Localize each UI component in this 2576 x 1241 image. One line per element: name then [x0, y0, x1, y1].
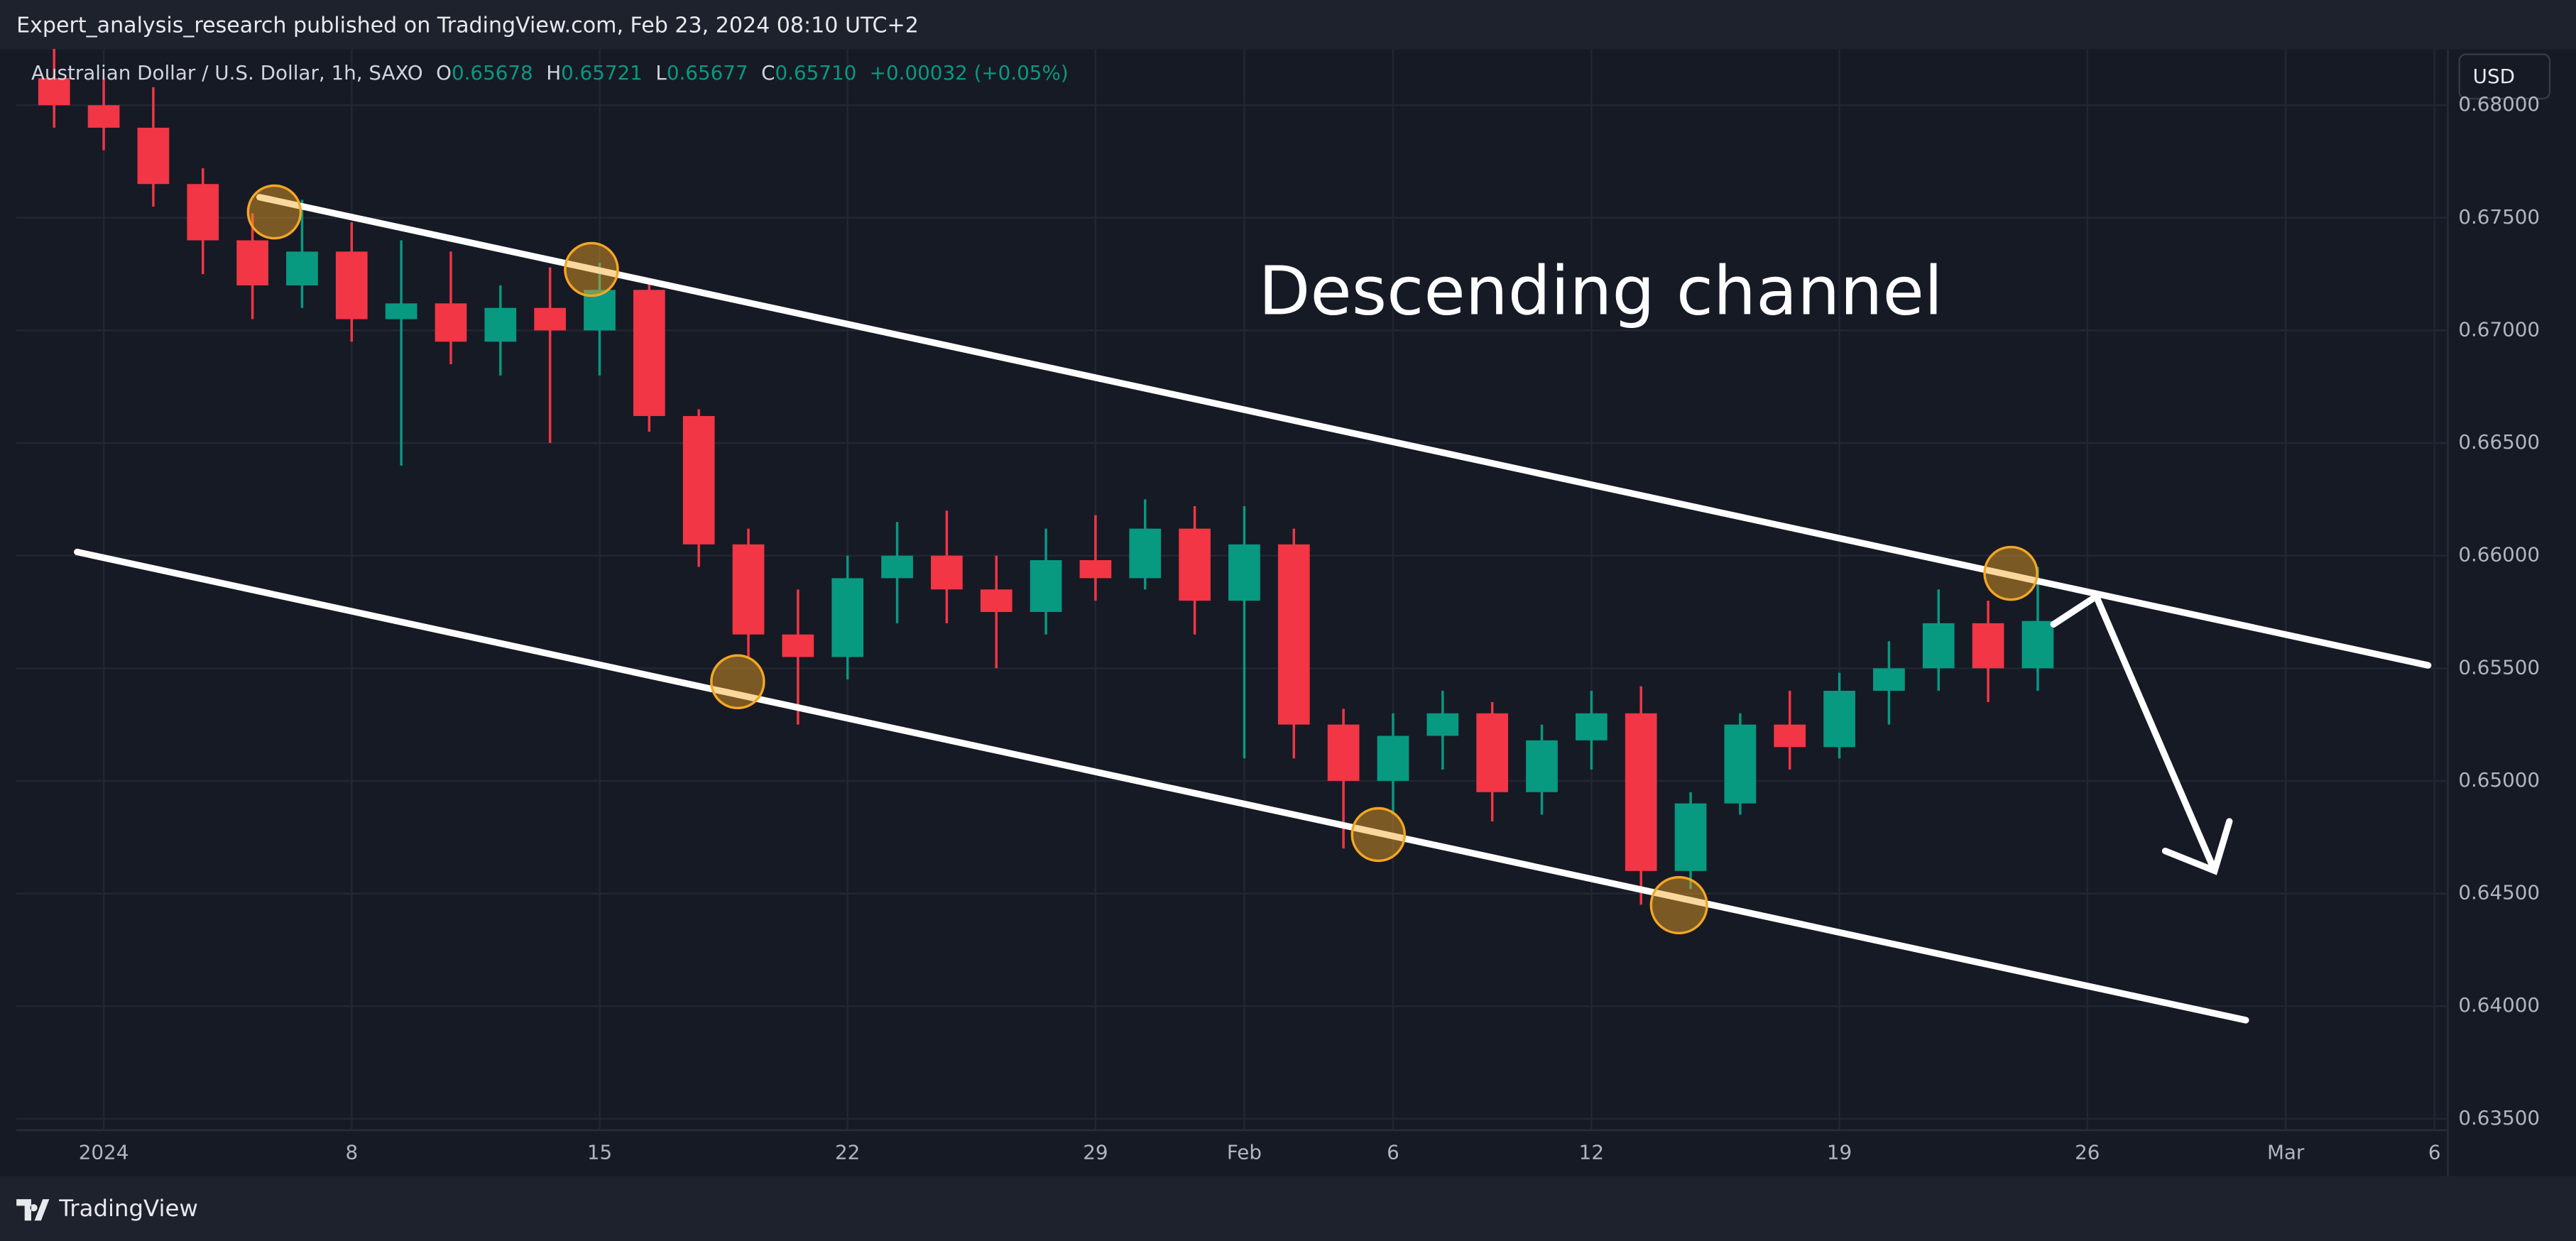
candle-body: [236, 240, 268, 285]
touch-circle: [246, 184, 302, 240]
x-tick-label: 19: [1827, 1140, 1852, 1164]
x-tick-label: 6: [2428, 1140, 2441, 1164]
annotation: Descending channel: [1258, 252, 1943, 330]
arrow-line: [2050, 591, 2218, 875]
l-label: L: [655, 61, 667, 84]
symbol-title: Australian Dollar / U.S. Dollar, 1h, SAX…: [31, 61, 423, 84]
y-tick-label: 0.67000: [2458, 317, 2540, 341]
drawings: [74, 194, 2432, 1024]
candle-body: [435, 303, 467, 342]
grid: [16, 49, 2448, 1130]
x-tick-label: Feb: [1227, 1140, 1262, 1164]
candle-body: [1426, 713, 1459, 736]
candle-body: [1327, 724, 1360, 781]
header-text: Expert_analysis_research published on Tr…: [16, 13, 919, 38]
candle-body: [385, 303, 417, 319]
ohlc-legend: Australian Dollar / U.S. Dollar, 1h, SAX…: [31, 61, 1069, 84]
currency-button[interactable]: USD: [2458, 53, 2551, 100]
candle-body: [881, 555, 913, 579]
candle-body: [1625, 713, 1657, 871]
candle-body: [1476, 713, 1509, 792]
candle-body: [831, 578, 864, 657]
candle-body: [732, 544, 765, 635]
h-label: H: [546, 61, 561, 84]
candle-body: [682, 415, 715, 545]
candle-body: [1377, 736, 1409, 781]
candle-body: [1228, 544, 1260, 601]
header-bar: [0, 0, 2576, 50]
candle-body: [286, 251, 318, 285]
y-tick-label: 0.66000: [2458, 543, 2540, 567]
x-tick-label: 12: [1579, 1140, 1604, 1164]
footer-brand: TradingView: [58, 1195, 198, 1222]
candle-body: [1724, 724, 1757, 804]
y-tick-label: 0.64500: [2458, 881, 2540, 904]
tv-logo: [16, 1199, 50, 1221]
candle-body: [1129, 528, 1162, 579]
touch-circle: [1350, 807, 1407, 863]
h-value: 0.65721: [561, 61, 643, 84]
candle-body: [1030, 560, 1062, 612]
x-tick-label: 2024: [79, 1140, 129, 1164]
x-tick-label: 29: [1083, 1140, 1108, 1164]
candle-body: [484, 307, 517, 342]
x-tick-label: 6: [1387, 1140, 1399, 1164]
y-tick-label: 0.68000: [2458, 92, 2540, 116]
candle-body: [87, 105, 120, 128]
candle-body: [137, 127, 170, 185]
candle-body: [1823, 691, 1855, 748]
currency-button-box[interactable]: [2458, 53, 2551, 100]
footer-bar: [0, 1176, 2576, 1241]
y-tick-label: 0.63500: [2458, 1106, 2540, 1130]
y-tick-label: 0.66500: [2458, 430, 2540, 454]
touch-circle: [1649, 875, 1708, 935]
candle-body: [335, 251, 368, 319]
candles: [38, 48, 2054, 905]
touch-circle: [710, 654, 765, 710]
axes: 0.63500 0.64000 0.64500 0.65000 0.65500 0.660…: [79, 92, 2540, 1164]
y-tick-label: 0.67500: [2458, 205, 2540, 229]
c-label: C: [761, 61, 775, 84]
touch-circles: [246, 184, 2039, 935]
o-value: 0.65678: [452, 61, 533, 84]
candle-body: [1079, 560, 1112, 579]
candle-body: [2021, 620, 2054, 669]
candle-body: [1774, 724, 1806, 748]
upper-channel-line: [256, 194, 2432, 669]
candle-body: [38, 78, 70, 106]
candle-body: [1674, 803, 1707, 871]
candle-body: [1277, 544, 1310, 725]
y-tick-label: 0.65500: [2458, 655, 2540, 679]
x-tick-label: 8: [345, 1140, 358, 1164]
x-tick-label: 26: [2075, 1140, 2100, 1164]
candle-body: [534, 307, 566, 331]
o-label: O: [436, 61, 452, 84]
candle-body: [1179, 528, 1211, 601]
candle-body: [931, 555, 963, 590]
y-tick-label: 0.64000: [2458, 993, 2540, 1017]
y-tick-label: 0.65000: [2458, 768, 2540, 792]
candle-body: [1922, 623, 1955, 669]
candle-body: [782, 634, 814, 657]
candle-body: [187, 184, 219, 241]
l-value: 0.65677: [667, 61, 748, 84]
touch-circle: [564, 241, 619, 297]
touch-circle: [1983, 545, 2039, 601]
candle-body: [1575, 713, 1608, 740]
c-value: 0.65710: [775, 61, 857, 84]
lower-channel-line: [74, 548, 2249, 1024]
x-tick-label: Mar: [2267, 1140, 2305, 1164]
candle-body: [1526, 740, 1558, 792]
currency-button-label[interactable]: USD: [2473, 65, 2515, 88]
x-tick-label: 22: [835, 1140, 860, 1164]
candle-body: [1972, 623, 2004, 669]
candle-body: [1873, 668, 1905, 691]
candle-body: [633, 290, 665, 416]
change-value: +0.00032 (+0.05%): [870, 61, 1069, 84]
arrow-head: [2161, 818, 2233, 875]
x-tick-label: 15: [587, 1140, 612, 1164]
candle-body: [980, 589, 1013, 612]
